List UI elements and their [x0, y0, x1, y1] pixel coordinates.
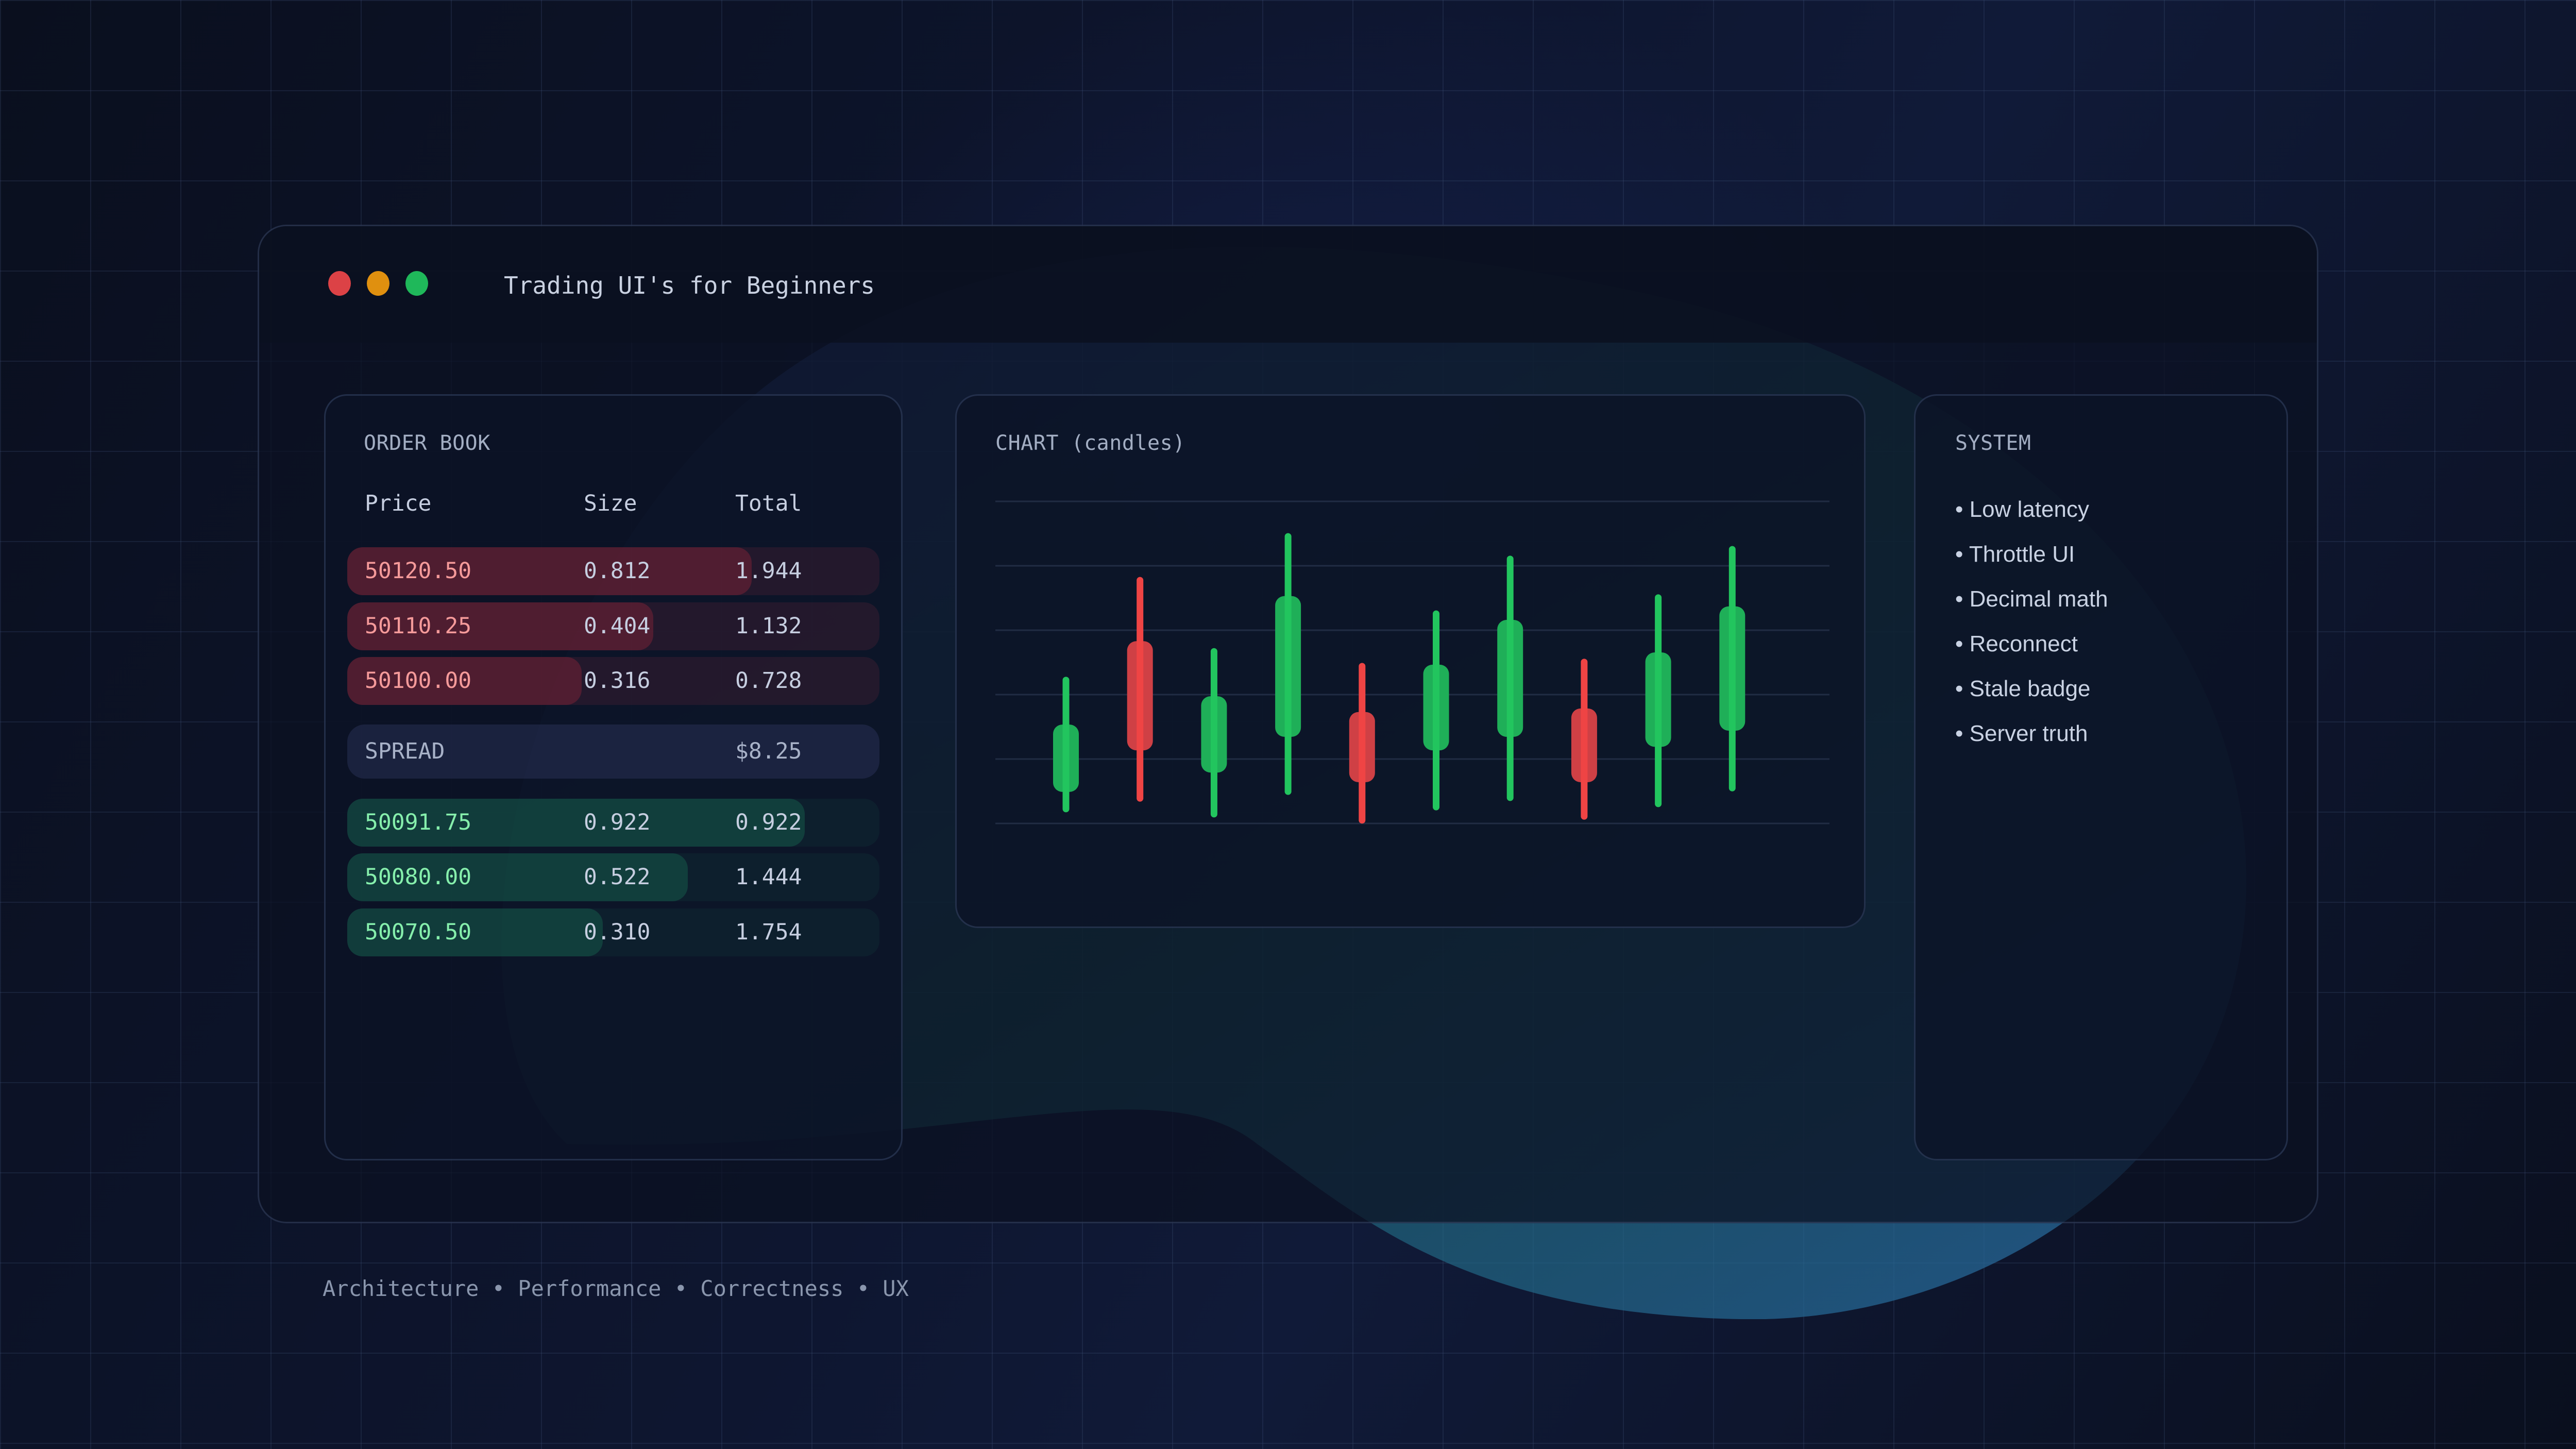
bid-row[interactable]: 50070.50 0.310 1.754: [347, 908, 879, 956]
bullet-icon: •: [1955, 631, 1963, 656]
minimize-window-button[interactable]: [367, 271, 389, 296]
ask-total: 0.728: [735, 668, 802, 694]
candle-down[interactable]: [1349, 663, 1375, 824]
candle-down[interactable]: [1571, 659, 1597, 820]
bid-total: 1.444: [735, 864, 802, 890]
depth-bar: [347, 547, 752, 595]
candle-up[interactable]: [1645, 594, 1671, 807]
footer-tagline: Architecture • Performance • Correctness…: [323, 1276, 909, 1301]
bid-price: 50091.75: [365, 810, 472, 835]
spread-value: $8.25: [735, 738, 802, 764]
chart-title: CHART (candles): [995, 431, 1185, 455]
ask-total: 1.132: [735, 613, 802, 639]
spread-label: SPREAD: [365, 738, 445, 764]
bullet-icon: •: [1955, 721, 1963, 746]
candle-up[interactable]: [1053, 677, 1079, 813]
bullet-icon: •: [1955, 676, 1963, 701]
bid-size: 0.922: [584, 810, 651, 835]
candle-up[interactable]: [1275, 533, 1301, 795]
system-item: • Low latency: [1955, 497, 2089, 522]
bid-size: 0.310: [584, 919, 651, 945]
chart-panel: CHART (candles): [955, 394, 1866, 928]
column-header-total: Total: [735, 491, 802, 516]
depth-bar: [347, 908, 603, 956]
close-window-button[interactable]: [328, 271, 351, 296]
depth-bar: [347, 602, 653, 650]
ask-price: 50110.25: [365, 613, 472, 639]
system-item: • Stale badge: [1955, 676, 2091, 701]
ask-row[interactable]: 50110.25 0.404 1.132: [347, 602, 879, 650]
ask-size: 0.404: [584, 613, 651, 639]
candle-up[interactable]: [1201, 648, 1227, 818]
title-bar: Trading UI's for Beginners: [259, 226, 2317, 343]
candle-up[interactable]: [1719, 546, 1745, 791]
candlestick-chart[interactable]: [957, 396, 1867, 930]
bullet-icon: •: [1955, 586, 1963, 612]
maximize-window-button[interactable]: [405, 271, 428, 296]
window-title: Trading UI's for Beginners: [504, 272, 875, 299]
bid-total: 0.922: [735, 810, 802, 835]
system-title: SYSTEM: [1955, 431, 2031, 455]
bid-price: 50080.00: [365, 864, 472, 890]
depth-bar: [347, 853, 688, 901]
bid-row[interactable]: 50091.75 0.922 0.922: [347, 799, 879, 847]
bid-price: 50070.50: [365, 919, 472, 945]
depth-bar: [347, 657, 582, 705]
ask-size: 0.316: [584, 668, 651, 694]
spread-row: SPREAD $8.25: [347, 724, 879, 779]
order-book-panel: ORDER BOOK Price Size Total 50120.50 0.8…: [324, 394, 903, 1160]
depth-bar: [347, 799, 805, 847]
ask-size: 0.812: [584, 558, 651, 584]
system-item: • Decimal math: [1955, 586, 2108, 612]
order-book-title: ORDER BOOK: [364, 431, 490, 455]
app-window: Trading UI's for Beginners ORDER BOOK Pr…: [258, 225, 2318, 1223]
bid-size: 0.522: [584, 864, 651, 890]
system-item: • Throttle UI: [1955, 542, 2075, 567]
candle-down[interactable]: [1127, 577, 1153, 802]
candle-up[interactable]: [1497, 555, 1523, 801]
system-item: • Reconnect: [1955, 631, 2078, 656]
bid-row[interactable]: 50080.00 0.522 1.444: [347, 853, 879, 901]
ask-price: 50100.00: [365, 668, 472, 694]
bullet-icon: •: [1955, 497, 1963, 522]
ask-price: 50120.50: [365, 558, 472, 584]
bullet-icon: •: [1955, 542, 1963, 567]
candle-up[interactable]: [1423, 610, 1449, 811]
system-panel: SYSTEM • Low latency • Throttle UI • Dec…: [1914, 394, 2288, 1160]
bid-total: 1.754: [735, 919, 802, 945]
ask-row[interactable]: 50100.00 0.316 0.728: [347, 657, 879, 705]
ask-row[interactable]: 50120.50 0.812 1.944: [347, 547, 879, 595]
system-item: • Server truth: [1955, 721, 2088, 746]
column-header-price: Price: [365, 491, 432, 516]
column-header-size: Size: [584, 491, 637, 516]
ask-total: 1.944: [735, 558, 802, 584]
